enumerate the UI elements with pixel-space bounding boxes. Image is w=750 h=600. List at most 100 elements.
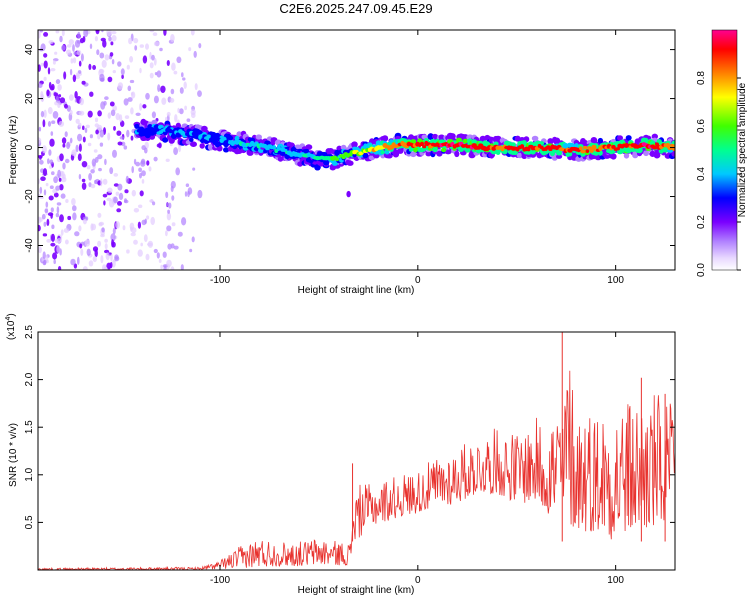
y-tick-label: -20 (24, 189, 35, 204)
noise-blob (58, 266, 62, 270)
ridge-blob (476, 145, 482, 150)
noise-blob (107, 187, 113, 194)
noise-blob (79, 37, 85, 44)
colorbar-label: Normalized spectral amplitude (737, 82, 748, 217)
noise-blob (145, 253, 150, 261)
noise-blob (137, 221, 141, 229)
noise-blob (46, 89, 50, 97)
noise-blob (111, 59, 115, 65)
noise-blob (72, 205, 77, 212)
noise-blob (115, 191, 120, 196)
noise-blob (48, 165, 53, 169)
ridge-blob (236, 131, 242, 138)
noise-blob (139, 190, 144, 197)
noise-blob (139, 44, 144, 48)
ridge-blob (381, 135, 389, 142)
ridge-blob (271, 145, 277, 150)
noise-blob (190, 109, 196, 116)
ridge-blob (623, 152, 630, 159)
noise-blob (79, 243, 83, 249)
noise-blob (53, 92, 57, 97)
noise-blob (59, 214, 64, 223)
ridge-blob (432, 147, 438, 153)
x-tick-label: 0 (415, 575, 421, 586)
noise-blob (177, 107, 180, 114)
noise-blob (128, 37, 133, 45)
noise-blob (106, 30, 112, 37)
noise-blob (99, 129, 105, 138)
y-tick-label: 2.5 (24, 325, 35, 339)
colorbar-gradient (711, 29, 738, 271)
noise-blob (47, 67, 51, 75)
noise-blob (104, 54, 110, 61)
noise-blob (177, 231, 183, 237)
noise-blob (64, 158, 70, 164)
noise-blob (118, 192, 124, 200)
noise-blob (40, 110, 45, 118)
noise-blob (52, 252, 58, 260)
noise-blob (79, 97, 84, 106)
noise-blob (158, 259, 162, 263)
noise-blob (72, 44, 75, 52)
noise-blob (179, 87, 184, 94)
noise-blob (102, 39, 107, 48)
noise-blob (51, 171, 55, 176)
noise-blob (134, 45, 138, 51)
noise-blob (62, 162, 66, 170)
noise-blob (133, 208, 140, 213)
noise-blob (127, 97, 133, 102)
ridge-blob (279, 151, 286, 156)
noise-blob (71, 198, 76, 206)
colorbar-tick-label: 0.8 (696, 71, 707, 85)
noise-blob (38, 83, 43, 88)
noise-blob (198, 43, 202, 49)
ridge-blob (199, 143, 205, 149)
spectrogram-xlabel: Height of straight line (km) (298, 285, 415, 296)
chart-title: C2E6.2025.247.09.45.E29 (279, 1, 432, 16)
noise-blob (139, 67, 142, 74)
noise-blob (103, 266, 108, 270)
noise-blob (145, 43, 149, 50)
noise-blob (131, 166, 134, 174)
ridge-blob (227, 135, 234, 141)
noise-blob (107, 132, 111, 141)
y-tick-label: 40 (24, 44, 35, 56)
noise-blob (166, 203, 169, 207)
noise-blob (84, 127, 88, 133)
noise-blob (161, 97, 167, 105)
ridge-blob (567, 151, 573, 157)
noise-blob (49, 138, 55, 147)
ridge-blob (617, 135, 623, 141)
noise-blob (43, 109, 47, 119)
ridge-blob (495, 150, 501, 155)
noise-blob (158, 142, 162, 149)
noise-blob (60, 193, 66, 199)
noise-blob (166, 60, 170, 66)
noise-blob (130, 107, 134, 115)
ridge-blob (351, 141, 358, 148)
noise-blob (127, 85, 132, 92)
noise-blob (108, 36, 112, 42)
noise-blob (133, 239, 138, 245)
snr-ylabel: SNR (10 * v/v) (8, 423, 19, 487)
noise-blob (47, 107, 53, 115)
noise-blob (123, 145, 128, 150)
colorbar-ticks: 0.0 0.2 0.4 0.6 0.8 (696, 71, 741, 277)
noise-blob (117, 61, 122, 67)
noise-blob (156, 252, 160, 259)
noise-blob (100, 37, 106, 42)
ridge-blob (636, 147, 643, 154)
noise-blob (144, 147, 148, 154)
noise-blob (135, 112, 141, 117)
noise-blob (97, 240, 102, 247)
noise-blob (153, 95, 159, 104)
ridge-blob (323, 159, 330, 166)
noise-blob (77, 256, 80, 265)
noise-blob (124, 189, 129, 194)
noise-blob (117, 82, 124, 90)
ridge-blob (264, 140, 271, 145)
noise-blob (154, 72, 158, 76)
spectrogram-ylabel: Frequency (Hz) (8, 116, 19, 185)
noise-blob (72, 57, 77, 64)
noise-blob (165, 191, 169, 198)
